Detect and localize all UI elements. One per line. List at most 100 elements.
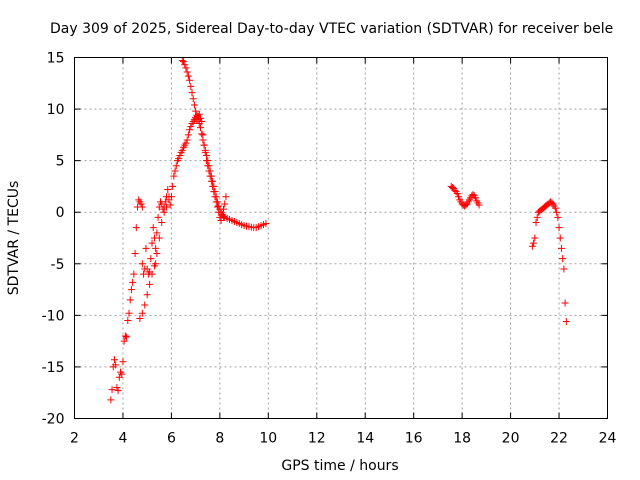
data-point bbox=[555, 224, 563, 232]
plot-frame bbox=[74, 57, 608, 419]
data-point bbox=[136, 314, 144, 322]
data-point bbox=[209, 177, 217, 185]
data-point bbox=[553, 208, 561, 216]
data-point bbox=[121, 332, 129, 340]
data-point bbox=[198, 130, 206, 138]
data-point bbox=[551, 204, 559, 212]
x-tick-label: 20 bbox=[502, 431, 520, 447]
data-point bbox=[175, 155, 183, 163]
chart-title: Day 309 of 2025, Sidereal Day-to-day VTE… bbox=[50, 21, 613, 37]
data-point bbox=[187, 82, 195, 90]
data-point bbox=[195, 120, 203, 128]
data-point bbox=[178, 146, 186, 154]
data-point bbox=[163, 203, 171, 211]
data-point bbox=[222, 193, 230, 201]
data-point bbox=[211, 188, 219, 196]
data-point bbox=[138, 309, 146, 317]
data-point bbox=[147, 255, 155, 263]
data-point bbox=[142, 244, 150, 252]
data-point bbox=[556, 234, 564, 242]
data-point bbox=[153, 229, 161, 237]
x-tick-label: 2 bbox=[70, 431, 79, 447]
data-point bbox=[530, 239, 538, 247]
data-point bbox=[453, 190, 461, 198]
data-point bbox=[192, 107, 200, 115]
data-point bbox=[146, 280, 154, 288]
data-point bbox=[155, 234, 163, 242]
data-point bbox=[471, 194, 479, 202]
data-point bbox=[189, 95, 197, 103]
data-point bbox=[125, 309, 133, 317]
data-point bbox=[143, 291, 151, 299]
data-point bbox=[158, 219, 166, 227]
y-tick-label: 15 bbox=[47, 51, 65, 67]
series-pass-1 bbox=[107, 196, 146, 404]
x-tick-label: 10 bbox=[259, 431, 277, 447]
data-point bbox=[554, 213, 562, 221]
data-point bbox=[107, 396, 115, 404]
data-point bbox=[138, 203, 146, 211]
y-tick-label: 10 bbox=[47, 102, 65, 118]
data-point bbox=[167, 193, 175, 201]
data-point bbox=[204, 157, 212, 165]
data-point bbox=[562, 318, 570, 326]
x-tick-label: 8 bbox=[215, 431, 224, 447]
data-point bbox=[194, 115, 202, 123]
data-point bbox=[161, 198, 169, 206]
data-point bbox=[137, 200, 145, 208]
data-point bbox=[148, 239, 156, 247]
series-pass-6 bbox=[528, 198, 570, 326]
data-point bbox=[176, 151, 184, 159]
data-point bbox=[110, 356, 118, 364]
data-point bbox=[154, 213, 162, 221]
data-point bbox=[123, 333, 131, 341]
data-point bbox=[138, 260, 146, 268]
data-point bbox=[528, 242, 536, 250]
data-point bbox=[164, 186, 172, 194]
series-pass-3 bbox=[136, 110, 230, 322]
data-point bbox=[108, 386, 116, 394]
data-markers bbox=[107, 57, 570, 404]
data-point bbox=[184, 72, 192, 80]
data-point bbox=[196, 124, 204, 132]
data-point bbox=[262, 220, 270, 228]
y-tick-label: 5 bbox=[56, 154, 65, 170]
data-point bbox=[475, 201, 483, 209]
data-point bbox=[182, 139, 190, 147]
data-point bbox=[216, 205, 224, 213]
data-point bbox=[190, 101, 198, 109]
y-tick-label: -20 bbox=[42, 412, 65, 428]
grid bbox=[74, 57, 608, 419]
y-tick-label: -15 bbox=[42, 360, 65, 376]
data-point bbox=[184, 131, 192, 139]
x-tick-label: 24 bbox=[599, 431, 617, 447]
y-tick-label: -10 bbox=[42, 308, 65, 324]
series-pass-4 bbox=[178, 57, 270, 232]
data-point bbox=[207, 172, 215, 180]
x-tick-label: 4 bbox=[118, 431, 127, 447]
data-point bbox=[181, 61, 189, 69]
data-point bbox=[124, 317, 132, 325]
data-point bbox=[210, 182, 218, 190]
x-tick-label: 18 bbox=[453, 431, 471, 447]
data-point bbox=[215, 202, 223, 210]
data-point bbox=[455, 193, 463, 201]
series-pass-5 bbox=[447, 182, 483, 210]
data-point bbox=[187, 123, 195, 131]
x-tick-label: 16 bbox=[405, 431, 423, 447]
data-point bbox=[559, 255, 567, 263]
data-point bbox=[188, 89, 196, 97]
data-point bbox=[212, 193, 220, 201]
data-point bbox=[560, 265, 568, 273]
data-point bbox=[126, 296, 134, 304]
y-axis-title: SDTVAR / TECUs bbox=[6, 181, 22, 296]
data-point bbox=[171, 167, 179, 175]
data-point bbox=[113, 384, 121, 392]
data-point bbox=[203, 151, 211, 159]
data-point bbox=[172, 162, 180, 170]
data-point bbox=[152, 244, 160, 252]
data-point bbox=[182, 64, 190, 72]
data-point bbox=[533, 213, 541, 221]
data-point bbox=[183, 136, 191, 144]
